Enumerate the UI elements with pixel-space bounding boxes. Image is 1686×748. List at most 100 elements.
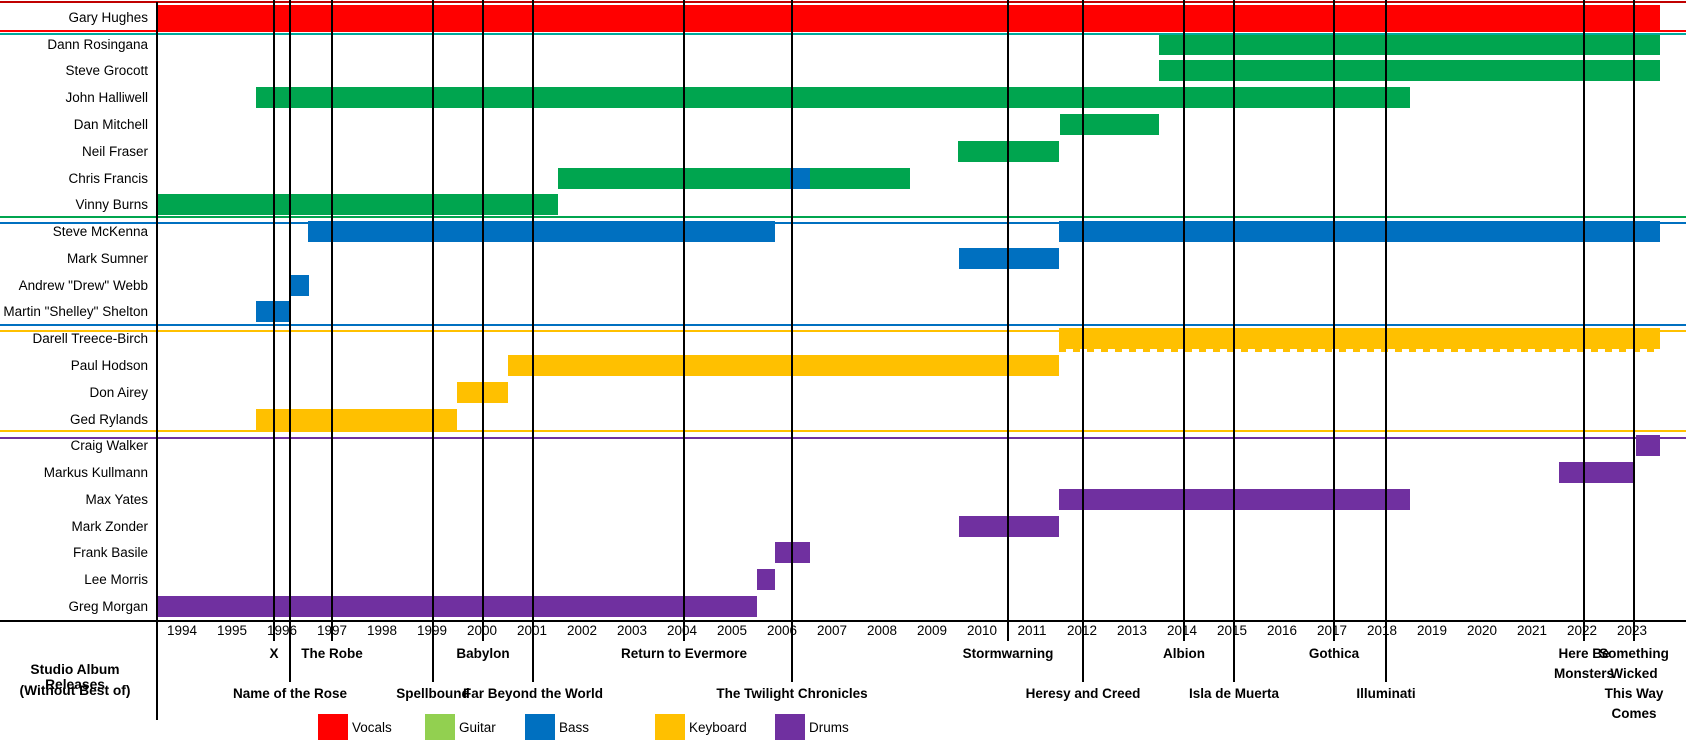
album-label-isla-de-muerta: Isla de Muerta (1144, 684, 1324, 704)
album-line-the-twilight-chronicles (791, 0, 793, 682)
year-label-2005: 2005 (716, 623, 748, 638)
member-label-john-halliwell: John Halliwell (65, 90, 148, 106)
album-label-line: Something (1599, 646, 1669, 661)
year-label-2020: 2020 (1466, 623, 1498, 638)
album-label-illuminati: Illuminati (1296, 684, 1476, 704)
album-label-line: Illuminati (1356, 686, 1416, 701)
legend-item-keyboard: Keyboard (655, 714, 747, 740)
member-label-dann-rosingana: Dann Rosingana (47, 36, 148, 52)
section-separator-3 (0, 216, 1686, 218)
album-label-the-twilight-chronicles: The Twilight Chronicles (702, 684, 882, 704)
section-separator-6 (0, 330, 1686, 332)
album-label-line: Here Be (1558, 646, 1610, 661)
member-label-mark-zonder: Mark Zonder (71, 518, 148, 534)
year-label-1999: 1999 (405, 623, 459, 638)
legend-item-drums: Drums (775, 714, 849, 740)
legend-item-bass: Bass (525, 714, 589, 740)
year-label-1995: 1995 (216, 623, 248, 638)
member-label-greg-morgan: Greg Morgan (68, 599, 148, 615)
bar-lee-morris-drums (757, 569, 775, 591)
member-label-frank-basile: Frank Basile (72, 545, 148, 561)
album-label-line: The Robe (301, 646, 363, 661)
member-label-don-airey: Don Airey (89, 384, 148, 400)
section-separator-2 (0, 33, 1686, 35)
album-label-line: X (269, 646, 279, 661)
legend-swatch-guitar (425, 714, 455, 740)
year-label-2018: 2018 (1366, 623, 1398, 638)
bar-mark-zonder-drums (959, 515, 1059, 537)
bar-steve-mckenna-bass (308, 221, 775, 243)
legend-label-bass: Bass (559, 719, 590, 735)
year-label-2015: 2015 (1216, 623, 1248, 638)
member-label-max-yates: Max Yates (85, 491, 148, 507)
album-label-spellbound: Spellbound (343, 684, 523, 704)
album-label-line: Heresy and Creed (1025, 686, 1141, 701)
album-line-x (273, 0, 275, 641)
album-label-line: Stormwarning (962, 646, 1054, 661)
legend-swatch-bass (525, 714, 555, 740)
album-label-line: Return to Evermore (620, 646, 748, 661)
bar-chris-francis-bass (790, 167, 810, 189)
bar-steve-mckenna-bass (1059, 221, 1660, 243)
bar-mark-sumner-bass (959, 247, 1059, 269)
year-label-2006: 2006 (766, 623, 798, 638)
section-separator-8 (0, 437, 1686, 439)
year-label-1998: 1998 (366, 623, 398, 638)
album-label-albion: Albion (1094, 644, 1274, 664)
member-label-lee-morris: Lee Morris (84, 572, 148, 588)
chart-title-line2: (Without Best of) (19, 683, 131, 698)
album-line-stormwarning (1007, 0, 1009, 641)
year-label-2013: 2013 (1116, 623, 1148, 638)
legend-label-guitar: Guitar (459, 719, 496, 735)
member-label-gary-hughes: Gary Hughes (68, 9, 148, 25)
year-label-2000: 2000 (455, 623, 509, 638)
year-label-2012: 2012 (1055, 623, 1109, 638)
album-label-line: Gothica (1308, 646, 1360, 661)
bar-dann-rosingana-guitar (1159, 33, 1660, 55)
album-line-gothica (1333, 0, 1335, 641)
bar-steve-grocott-guitar (1159, 60, 1660, 82)
album-line-spellbound (432, 0, 434, 682)
member-label-neil-fraser: Neil Fraser (81, 143, 148, 159)
legend-label-drums: Drums (809, 719, 849, 735)
album-label-line: This Way (1604, 686, 1664, 701)
album-label-line: Comes (1611, 706, 1657, 721)
album-label-heresy-and-creed: Heresy and Creed (993, 684, 1173, 704)
year-label-2009: 2009 (916, 623, 948, 638)
section-separator-4 (0, 222, 1686, 224)
album-label-here-be-monsters: Here Be Monsters (1494, 644, 1674, 684)
year-label-2021: 2021 (1516, 623, 1548, 638)
year-label-2019: 2019 (1416, 623, 1448, 638)
album-label-the-robe: The Robe (242, 644, 422, 664)
legend-swatch-vocals (318, 714, 348, 740)
album-label-line: Far Beyond the World (462, 686, 603, 701)
legend-item-vocals: Vocals (318, 714, 392, 740)
legend-swatch-keyboard (655, 714, 685, 740)
bar-craig-walker-drums (1636, 435, 1660, 457)
album-line-isla-de-muerta (1233, 0, 1235, 682)
album-label-name-of-the-rose: Name of the Rose (200, 684, 380, 704)
section-separator-7 (0, 430, 1686, 432)
member-label-ged-rylands: Ged Rylands (69, 411, 148, 427)
album-line-heresy-and-creed (1082, 0, 1084, 682)
member-label-steve-mckenna: Steve McKenna (52, 224, 148, 240)
bar-dashed-edge (1059, 348, 1660, 353)
legend-item-guitar: Guitar (425, 714, 496, 740)
member-label-vinny-burns: Vinny Burns (75, 197, 148, 213)
album-label-stormwarning: Stormwarning (918, 644, 1098, 664)
bar-ged-rylands-keyboard (256, 408, 457, 430)
member-label-andrew-drew-webb: Andrew "Drew" Webb (18, 277, 148, 293)
album-label-line: Monsters (1553, 666, 1614, 681)
album-label-something-wicked-this-way-comes: Something Wicked This Way Comes (1544, 644, 1686, 724)
album-line-name-of-the-rose (289, 0, 291, 682)
member-label-chris-francis: Chris Francis (68, 170, 148, 186)
album-label-gothica: Gothica (1244, 644, 1424, 664)
bar-vinny-burns-guitar (157, 194, 558, 216)
member-label-craig-walker: Craig Walker (70, 438, 148, 454)
album-label-return-to-evermore: Return to Evermore (594, 644, 774, 664)
bar-chris-francis-guitar (558, 167, 790, 189)
album-line-something-wicked-this-way-comes (1633, 0, 1635, 641)
album-label-line: Wicked (1610, 666, 1658, 681)
album-label-x: X (184, 644, 364, 664)
